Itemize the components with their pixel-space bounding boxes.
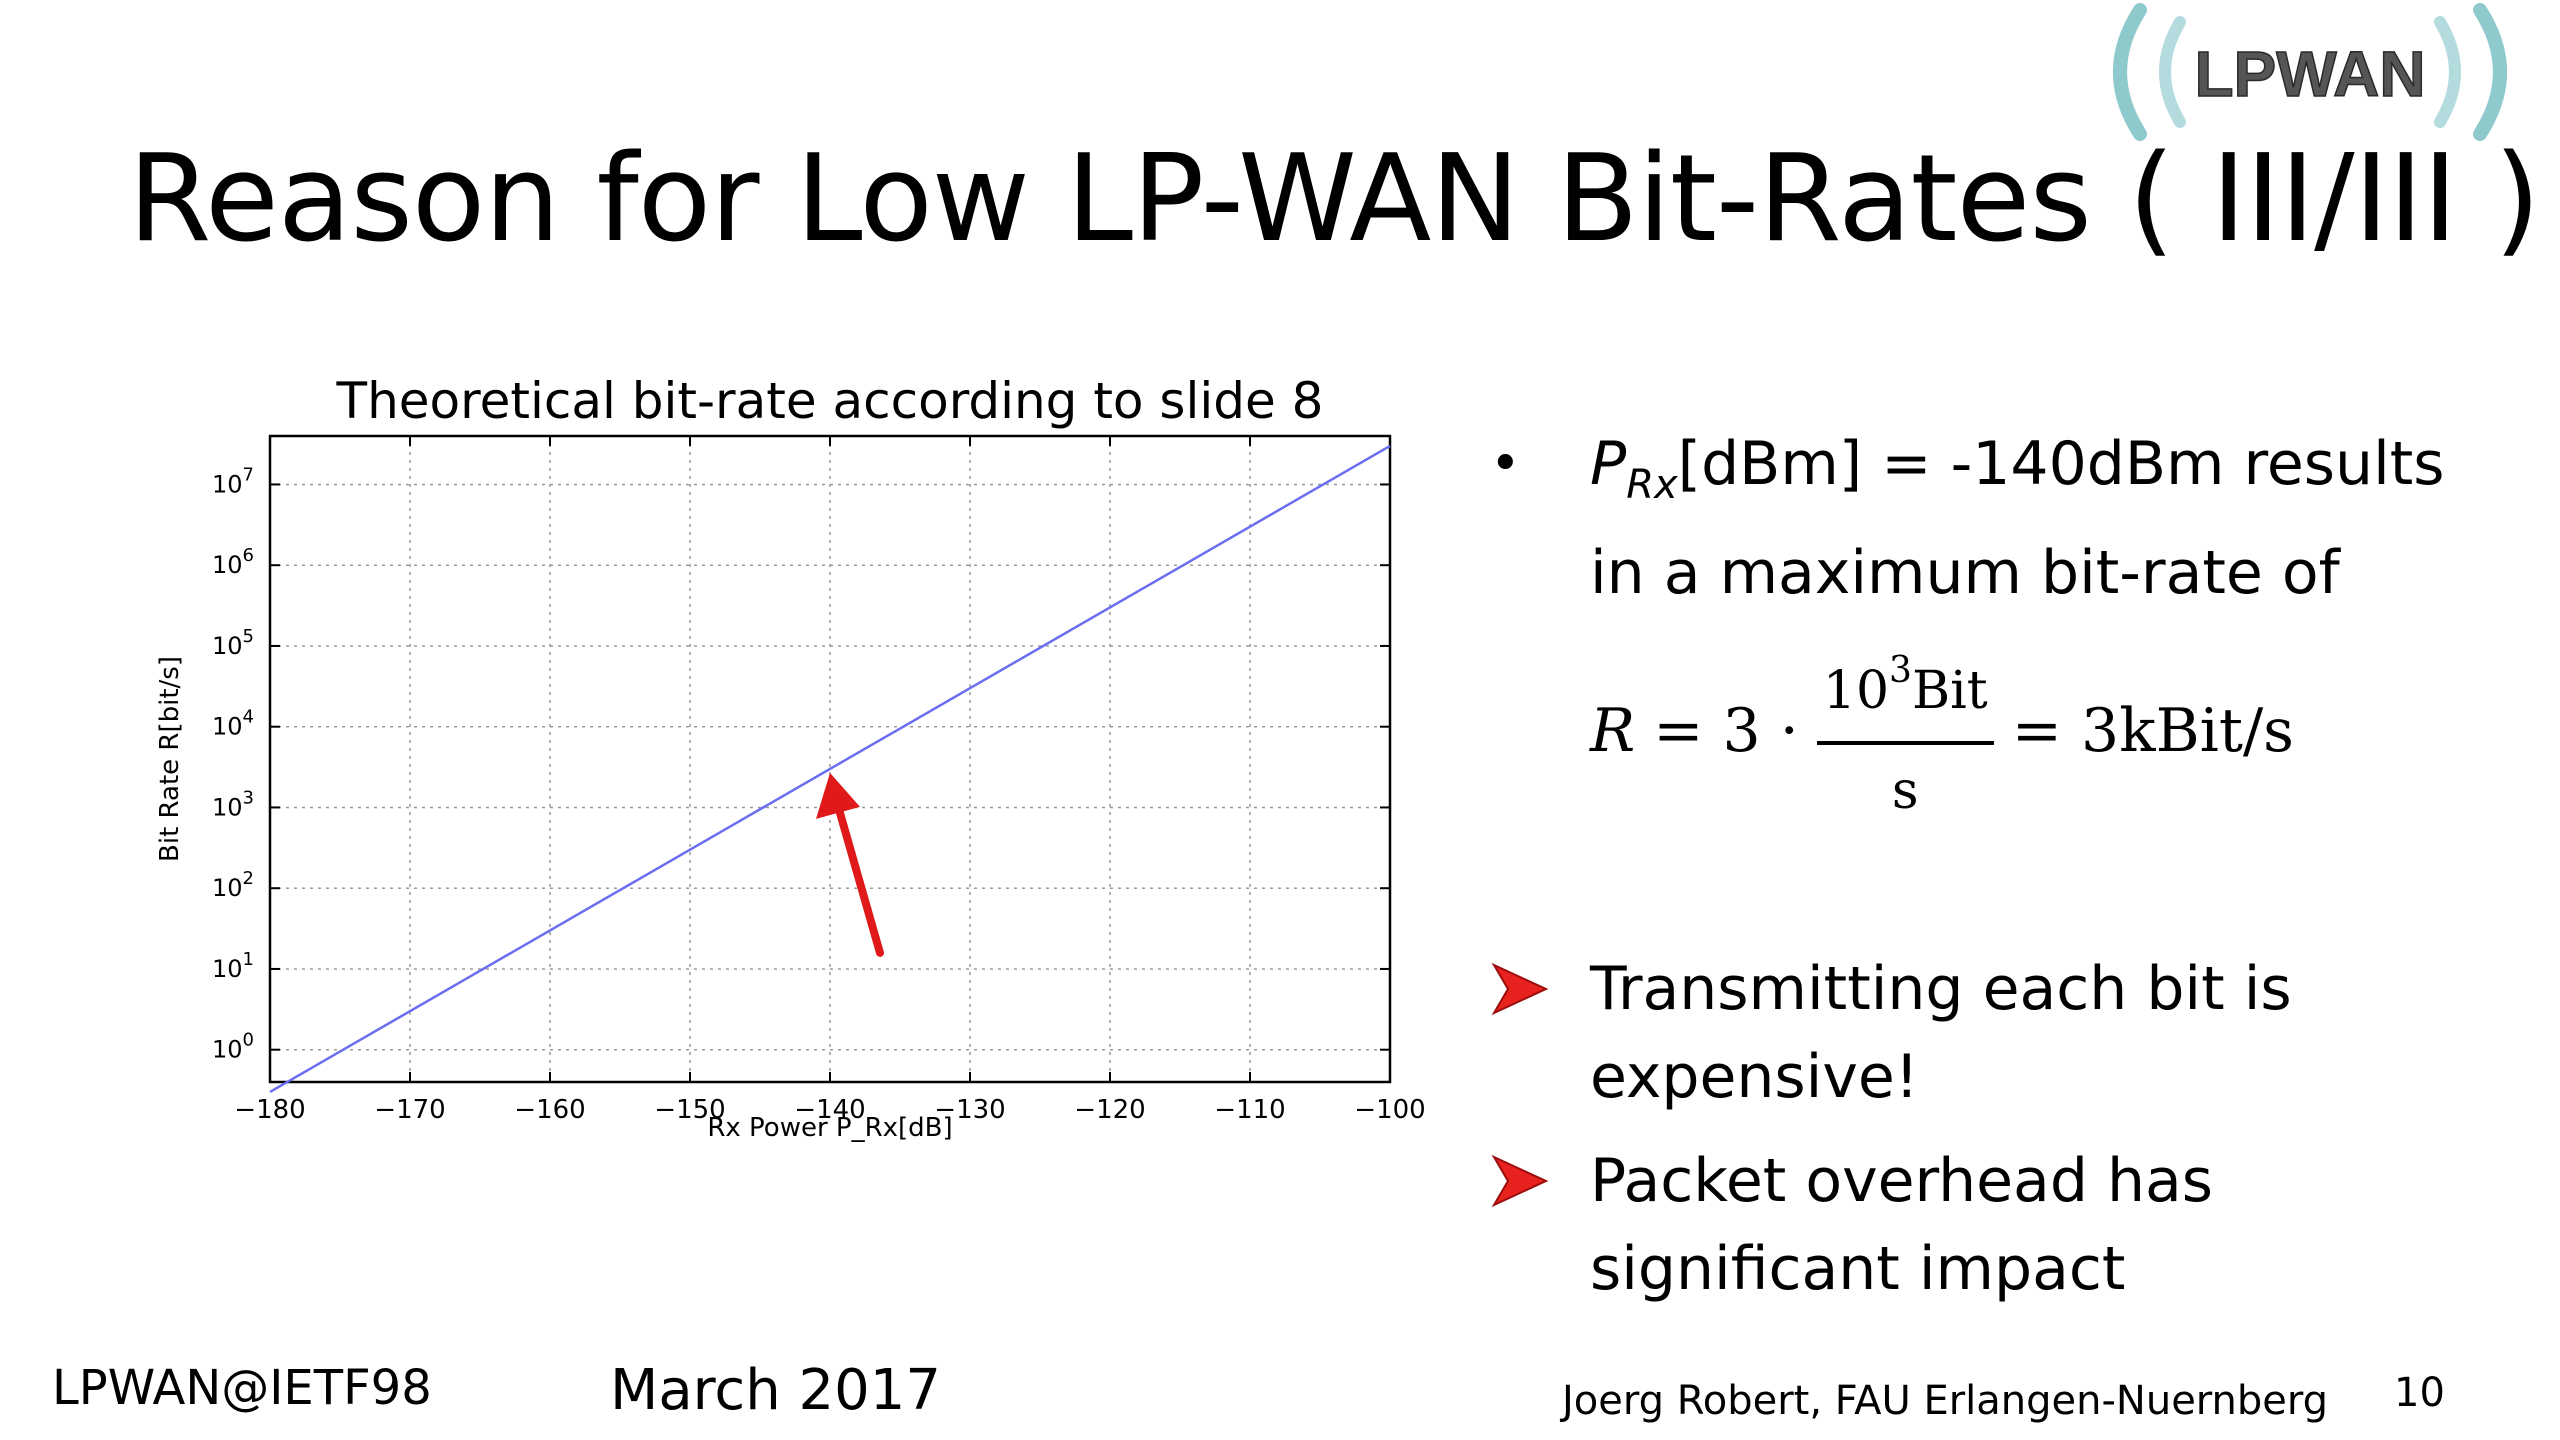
y-tick-label: 100: [212, 1030, 254, 1064]
formula-r: R: [1590, 696, 1636, 766]
y-tick-label: 106: [212, 545, 254, 579]
logo-wave-right-outer: [2473, 3, 2507, 141]
y-tick-label: 107: [212, 464, 254, 498]
arrow-item-line1: Packet overhead has: [1590, 1146, 2214, 1216]
bit-rate-formula: R = 3 · 103Bit s = 3kBit/s: [1590, 627, 2530, 835]
chart-series: [269, 444, 1391, 1094]
arrowhead-bullet-icon: [1491, 962, 1549, 1016]
y-tick-label: 103: [212, 787, 254, 821]
arrow-item-line2: significant impact: [1590, 1234, 2126, 1304]
chart-ticks: −180 −170 −160 −150 −140 −130 −120 −110 −100 100 1…: [212, 436, 1426, 1125]
y-tick-label: 102: [212, 868, 254, 902]
arrow-item-overhead: Packet overhead has significant impact: [1490, 1137, 2530, 1313]
chart-annotations: [816, 772, 884, 957]
footer-author: Joerg Robert, FAU Erlangen-Nuernberg: [1562, 1378, 2329, 1424]
page-number: 10: [2394, 1370, 2445, 1416]
bullet-dot-icon: •: [1490, 434, 1521, 494]
formula-numerator: 103Bit: [1816, 627, 1994, 745]
arrow-item-transmitting: Transmitting each bit is expensive!: [1490, 945, 2530, 1121]
chart-title: Theoretical bit-rate according to slide …: [336, 372, 1324, 430]
x-tick-label: −150: [654, 1095, 725, 1125]
footer-event: LPWAN@IETF98: [52, 1360, 432, 1416]
logo-text: LPWAN: [2194, 38, 2425, 110]
bit-rate-line: [269, 444, 1391, 1094]
arrow-item-line2: expensive!: [1590, 1042, 1919, 1112]
annotation-arrow-head: [816, 772, 860, 819]
bullet-text-a: [dBm] = -140dBm results: [1677, 429, 2445, 499]
footer-date: March 2017: [610, 1358, 942, 1423]
y-tick-label: 105: [212, 626, 254, 660]
logo-wave-left-inner: [2159, 16, 2186, 128]
formula-eq2: = 3kBit/s: [2011, 696, 2294, 766]
arrow-item-line1: Transmitting each bit is: [1590, 954, 2292, 1024]
x-tick-label: −110: [1214, 1095, 1285, 1125]
lpwan-logo: LPWAN: [2113, 3, 2507, 141]
annotation-arrow-shaft: [832, 794, 884, 957]
bullet-item-rx-power: • PRx[dBm] = -140dBm results in a maximu…: [1490, 420, 2530, 835]
x-tick-label: −160: [514, 1095, 585, 1125]
x-tick-label: −130: [934, 1095, 1005, 1125]
bullet-list: • PRx[dBm] = -140dBm results in a maximu…: [1490, 420, 2530, 1329]
y-axis-label: Bit Rate R[bit/s]: [155, 656, 185, 862]
chart-grid: [269, 436, 1391, 1082]
num-exp: 3: [1889, 650, 1912, 691]
symbol-p: P: [1590, 429, 1627, 499]
formula-eq1: = 3 ·: [1653, 696, 1799, 766]
x-tick-label: −170: [374, 1095, 445, 1125]
x-tick-label: −120: [1074, 1095, 1145, 1125]
arrow-list: Transmitting each bit is expensive! Pack…: [1490, 945, 2530, 1313]
x-tick-label: −180: [234, 1095, 305, 1125]
logo-wave-left-outer: [2113, 3, 2147, 141]
x-tick-label: −140: [794, 1095, 865, 1125]
formula-denominator: s: [1891, 761, 1919, 821]
logo-wave-right-inner: [2434, 16, 2461, 128]
num-base: 10: [1822, 661, 1890, 721]
num-unit: Bit: [1911, 661, 1988, 721]
bit-rate-chart: Theoretical bit-rate according to slide …: [155, 372, 1426, 1143]
formula-fraction: 103Bit s: [1816, 627, 1994, 835]
bullet-text-b: in a maximum bit-rate of: [1590, 538, 2340, 608]
arrowhead-bullet-icon: [1491, 1154, 1549, 1208]
y-tick-label: 104: [212, 707, 254, 741]
y-tick-label: 101: [212, 949, 254, 983]
x-tick-label: −100: [1354, 1095, 1425, 1125]
symbol-rx: Rx: [1626, 462, 1678, 508]
x-axis-label: Rx Power P_Rx[dB]: [707, 1113, 952, 1143]
slide-title: Reason for Low LP-WAN Bit-Rates ( III/II…: [128, 130, 2541, 269]
